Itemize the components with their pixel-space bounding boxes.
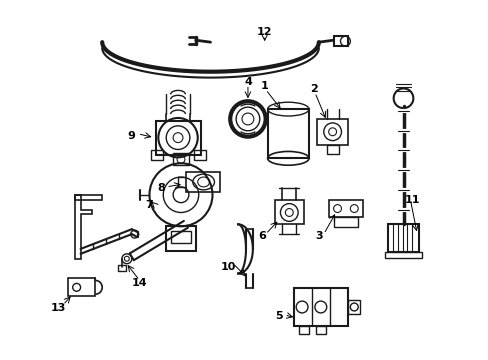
- Bar: [166, 226, 195, 251]
- Bar: [347, 300, 360, 314]
- Text: 11: 11: [404, 195, 419, 205]
- Bar: [333, 36, 347, 46]
- Text: 1: 1: [260, 81, 268, 91]
- Text: 8: 8: [157, 183, 165, 193]
- Text: 10: 10: [220, 262, 235, 272]
- Bar: [316, 119, 347, 145]
- Bar: [326, 145, 338, 154]
- Text: 2: 2: [309, 84, 317, 94]
- Text: 9: 9: [127, 131, 136, 141]
- Bar: [299, 326, 308, 334]
- Text: 3: 3: [314, 231, 322, 241]
- Bar: [171, 231, 190, 243]
- Bar: [118, 265, 125, 271]
- Text: 7: 7: [145, 199, 153, 210]
- Text: 4: 4: [244, 77, 251, 86]
- Text: 13: 13: [50, 303, 65, 313]
- Bar: [193, 150, 205, 160]
- Bar: [151, 150, 163, 160]
- Text: 5: 5: [275, 311, 283, 321]
- Text: 12: 12: [256, 27, 272, 37]
- Bar: [267, 109, 308, 158]
- Bar: [315, 326, 325, 334]
- Text: 14: 14: [132, 278, 147, 288]
- Text: 6: 6: [257, 231, 265, 241]
- Bar: [173, 153, 188, 165]
